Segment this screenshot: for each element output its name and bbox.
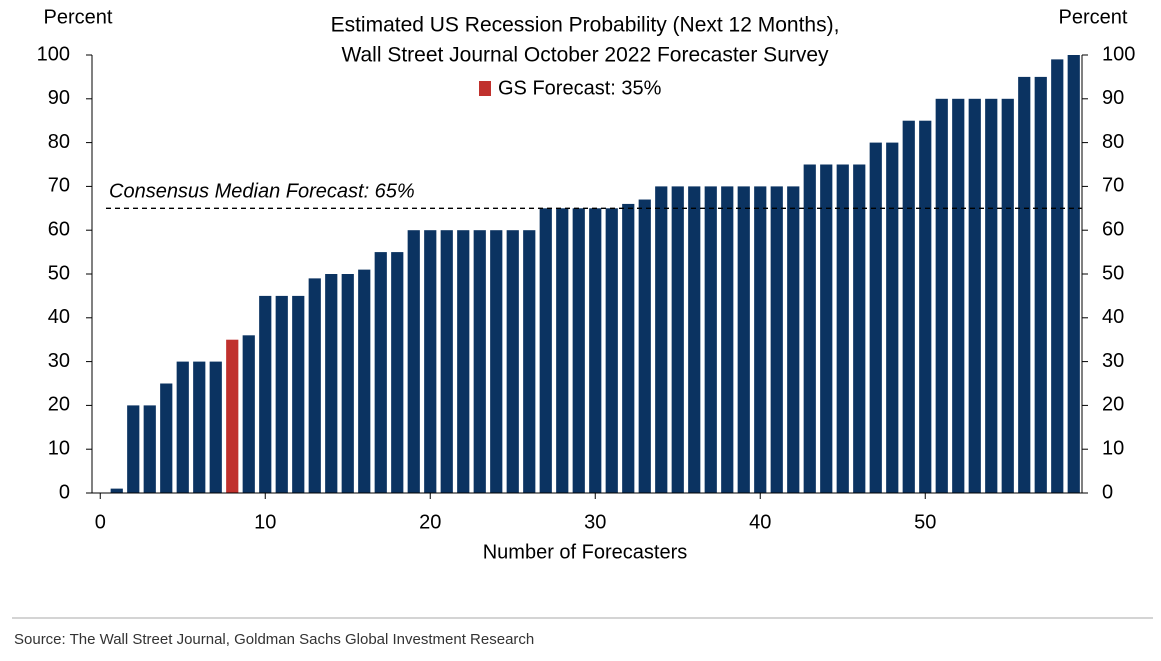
y2-axis-label: Percent xyxy=(1059,6,1128,28)
bar xyxy=(358,269,371,493)
chart-subtitle: Wall Street Journal October 2022 Forecas… xyxy=(341,44,829,67)
bar xyxy=(275,295,288,493)
bar xyxy=(572,208,585,494)
y-tick-label: 50 xyxy=(48,262,70,284)
x-tick-label: 40 xyxy=(749,511,771,533)
bar xyxy=(176,361,189,493)
bar xyxy=(869,142,882,493)
bar xyxy=(803,164,816,493)
bar xyxy=(259,295,272,493)
chart-title: Estimated US Recession Probability (Next… xyxy=(331,14,840,37)
legend-label: GS Forecast: 35% xyxy=(498,77,662,99)
y-tick-label: 10 xyxy=(48,437,70,459)
x-tick-label: 20 xyxy=(419,511,441,533)
y-tick-label: 100 xyxy=(37,43,70,65)
bar xyxy=(193,361,206,493)
source-note: Source: The Wall Street Journal, Goldman… xyxy=(14,631,534,648)
bar xyxy=(242,335,255,493)
bar xyxy=(688,186,701,493)
bar xyxy=(638,199,651,494)
bar xyxy=(440,230,453,493)
bar xyxy=(1034,76,1047,494)
y2-tick-label: 30 xyxy=(1102,350,1124,372)
bar xyxy=(308,278,321,493)
y2-tick-label: 40 xyxy=(1102,306,1124,328)
bar xyxy=(506,230,519,493)
bar xyxy=(209,361,222,493)
y-tick-label: 70 xyxy=(48,175,70,197)
bar xyxy=(754,186,767,493)
bar xyxy=(391,252,404,493)
bar xyxy=(143,405,156,493)
x-tick-label: 0 xyxy=(95,511,106,533)
legend-swatch xyxy=(479,81,491,96)
bar xyxy=(622,203,635,494)
bar xyxy=(770,186,783,493)
bar xyxy=(473,230,486,493)
bar xyxy=(655,186,668,493)
bar xyxy=(556,208,569,494)
bar xyxy=(341,274,354,493)
x-tick-label: 10 xyxy=(254,511,276,533)
bar xyxy=(902,120,915,493)
bar xyxy=(325,274,338,493)
y2-tick-label: 90 xyxy=(1102,87,1124,109)
bar xyxy=(985,98,998,494)
bar xyxy=(919,120,932,493)
bar xyxy=(737,186,750,493)
y-tick-label: 40 xyxy=(48,306,70,328)
bar xyxy=(1051,59,1064,493)
y2-tick-label: 60 xyxy=(1102,218,1124,240)
bar xyxy=(589,208,602,494)
bar xyxy=(160,383,173,493)
x-tick-label: 30 xyxy=(584,511,606,533)
bar xyxy=(424,230,437,493)
bar xyxy=(523,230,536,493)
reference-label: Consensus Median Forecast: 65% xyxy=(109,181,415,203)
y2-tick-label: 70 xyxy=(1102,175,1124,197)
bar xyxy=(1067,55,1080,493)
bar xyxy=(721,186,734,493)
bar xyxy=(671,186,684,493)
bar xyxy=(605,208,618,494)
bar xyxy=(226,339,239,493)
y-tick-label: 0 xyxy=(59,481,70,503)
y-tick-label: 60 xyxy=(48,218,70,240)
bar xyxy=(1018,76,1031,494)
bar xyxy=(539,208,552,494)
bar xyxy=(127,405,140,493)
bar xyxy=(374,252,387,493)
y2-tick-label: 0 xyxy=(1102,481,1113,503)
y2-tick-label: 20 xyxy=(1102,394,1124,416)
bar xyxy=(853,164,866,493)
y2-tick-label: 100 xyxy=(1102,43,1135,65)
y-tick-label: 90 xyxy=(48,87,70,109)
bar xyxy=(935,98,948,494)
bar xyxy=(836,164,849,493)
bar xyxy=(1001,98,1014,494)
y-axis-label: Percent xyxy=(44,6,113,28)
y2-tick-label: 80 xyxy=(1102,131,1124,153)
y-tick-label: 80 xyxy=(48,131,70,153)
bar xyxy=(110,488,123,493)
y-tick-label: 30 xyxy=(48,350,70,372)
bar xyxy=(407,230,420,493)
y2-tick-label: 50 xyxy=(1102,262,1124,284)
bar xyxy=(968,98,981,494)
bar xyxy=(704,186,717,493)
bar xyxy=(952,98,965,494)
bar xyxy=(886,142,899,493)
x-axis-label: Number of Forecasters xyxy=(483,541,688,563)
bar xyxy=(457,230,470,493)
y-tick-label: 20 xyxy=(48,394,70,416)
bar xyxy=(490,230,503,493)
bar xyxy=(787,186,800,493)
bar xyxy=(292,295,305,493)
bar xyxy=(820,164,833,493)
x-tick-label: 50 xyxy=(914,511,936,533)
y2-tick-label: 10 xyxy=(1102,437,1124,459)
